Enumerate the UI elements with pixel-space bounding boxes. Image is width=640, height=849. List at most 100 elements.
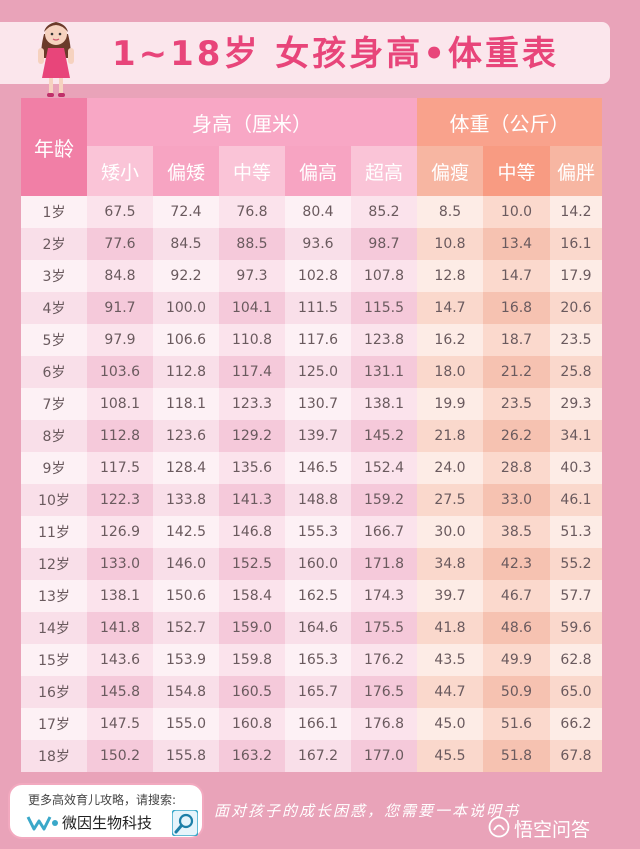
height-cell: 147.5 bbox=[87, 708, 153, 740]
height-cell: 150.2 bbox=[87, 740, 153, 772]
weight-cell: 21.2 bbox=[483, 356, 550, 388]
height-cell: 102.8 bbox=[285, 260, 351, 292]
weight-cell: 26.2 bbox=[483, 420, 550, 452]
weight-cell: 16.8 bbox=[483, 292, 550, 324]
weight-cell: 34.8 bbox=[417, 548, 483, 580]
height-cell: 112.8 bbox=[87, 420, 153, 452]
height-cell: 176.8 bbox=[351, 708, 417, 740]
table-row: 6岁 103.6 112.8 117.4 125.0 131.1 18.0 21.2 25.8 bbox=[21, 356, 602, 388]
age-cell: 16岁 bbox=[21, 676, 87, 708]
weight-cell: 10.0 bbox=[483, 196, 550, 228]
height-cell: 146.0 bbox=[153, 548, 219, 580]
search-icon[interactable] bbox=[172, 810, 198, 836]
height-cell: 177.0 bbox=[351, 740, 417, 772]
height-cell: 143.6 bbox=[87, 644, 153, 676]
weight-cell: 24.0 bbox=[417, 452, 483, 484]
weight-col-header: 偏胖 bbox=[550, 146, 602, 196]
weight-cell: 14.2 bbox=[550, 196, 602, 228]
height-cell: 106.6 bbox=[153, 324, 219, 356]
height-cell: 122.3 bbox=[87, 484, 153, 516]
height-cell: 162.5 bbox=[285, 580, 351, 612]
height-cell: 159.2 bbox=[351, 484, 417, 516]
height-cell: 175.5 bbox=[351, 612, 417, 644]
table-row: 15岁 143.6 153.9 159.8 165.3 176.2 43.5 49.9 62.8 bbox=[21, 644, 602, 676]
table-row: 9岁 117.5 128.4 135.6 146.5 152.4 24.0 28.8 40.3 bbox=[21, 452, 602, 484]
weight-cell: 34.1 bbox=[550, 420, 602, 452]
height-cell: 152.5 bbox=[219, 548, 285, 580]
weight-cell: 33.0 bbox=[483, 484, 550, 516]
height-cell: 67.5 bbox=[87, 196, 153, 228]
table-row: 13岁 138.1 150.6 158.4 162.5 174.3 39.7 46.7 57.7 bbox=[21, 580, 602, 612]
weight-cell: 49.9 bbox=[483, 644, 550, 676]
weight-cell: 67.8 bbox=[550, 740, 602, 772]
age-cell: 11岁 bbox=[21, 516, 87, 548]
height-cell: 139.7 bbox=[285, 420, 351, 452]
age-cell: 9岁 bbox=[21, 452, 87, 484]
height-cell: 97.3 bbox=[219, 260, 285, 292]
height-cell: 158.4 bbox=[219, 580, 285, 612]
height-cell: 117.4 bbox=[219, 356, 285, 388]
weight-cell: 43.5 bbox=[417, 644, 483, 676]
height-cell: 88.5 bbox=[219, 228, 285, 260]
table-row: 16岁 145.8 154.8 160.5 165.7 176.5 44.7 50.9 65.0 bbox=[21, 676, 602, 708]
weight-cell: 18.7 bbox=[483, 324, 550, 356]
height-cell: 146.8 bbox=[219, 516, 285, 548]
height-cell: 165.3 bbox=[285, 644, 351, 676]
weight-cell: 46.7 bbox=[483, 580, 550, 612]
height-cell: 125.0 bbox=[285, 356, 351, 388]
height-cell: 111.5 bbox=[285, 292, 351, 324]
height-cell: 77.6 bbox=[87, 228, 153, 260]
height-cell: 141.8 bbox=[87, 612, 153, 644]
weight-cell: 27.5 bbox=[417, 484, 483, 516]
height-cell: 165.7 bbox=[285, 676, 351, 708]
height-cell: 135.6 bbox=[219, 452, 285, 484]
height-cell: 110.8 bbox=[219, 324, 285, 356]
height-cell: 118.1 bbox=[153, 388, 219, 420]
height-col-header: 偏矮 bbox=[153, 146, 219, 196]
height-cell: 142.5 bbox=[153, 516, 219, 548]
age-cell: 7岁 bbox=[21, 388, 87, 420]
height-cell: 150.6 bbox=[153, 580, 219, 612]
age-cell: 1岁 bbox=[21, 196, 87, 228]
height-cell: 76.8 bbox=[219, 196, 285, 228]
height-cell: 126.9 bbox=[87, 516, 153, 548]
table-row: 12岁 133.0 146.0 152.5 160.0 171.8 34.8 42.3 55.2 bbox=[21, 548, 602, 580]
height-cell: 160.8 bbox=[219, 708, 285, 740]
height-cell: 160.5 bbox=[219, 676, 285, 708]
height-cell: 146.5 bbox=[285, 452, 351, 484]
weight-cell: 14.7 bbox=[417, 292, 483, 324]
weight-cell: 19.9 bbox=[417, 388, 483, 420]
age-column-header: 年龄 bbox=[21, 98, 87, 196]
height-cell: 148.8 bbox=[285, 484, 351, 516]
table-row: 3岁 84.8 92.2 97.3 102.8 107.8 12.8 14.7 17.9 bbox=[21, 260, 602, 292]
age-cell: 15岁 bbox=[21, 644, 87, 676]
height-group-header: 身高（厘米） bbox=[87, 98, 417, 146]
age-cell: 18岁 bbox=[21, 740, 87, 772]
height-cell: 92.2 bbox=[153, 260, 219, 292]
height-cell: 80.4 bbox=[285, 196, 351, 228]
height-cell: 152.4 bbox=[351, 452, 417, 484]
girl-illustration-icon bbox=[38, 22, 74, 97]
weight-cell: 45.0 bbox=[417, 708, 483, 740]
weight-cell: 10.8 bbox=[417, 228, 483, 260]
table-row: 5岁 97.9 106.6 110.8 117.6 123.8 16.2 18.7 23.5 bbox=[21, 324, 602, 356]
age-cell: 4岁 bbox=[21, 292, 87, 324]
slogan-text: 面对孩子的成长困惑，您需要一本说明书 bbox=[214, 802, 521, 820]
weight-cell: 66.2 bbox=[550, 708, 602, 740]
weight-cell: 8.5 bbox=[417, 196, 483, 228]
height-cell: 154.8 bbox=[153, 676, 219, 708]
height-cell: 103.6 bbox=[87, 356, 153, 388]
weight-cell: 51.8 bbox=[483, 740, 550, 772]
age-cell: 12岁 bbox=[21, 548, 87, 580]
watermark-text: 悟空问答 bbox=[514, 819, 591, 841]
weight-cell: 13.4 bbox=[483, 228, 550, 260]
table-row: 7岁 108.1 118.1 123.3 130.7 138.1 19.9 23.5 29.3 bbox=[21, 388, 602, 420]
height-cell: 141.3 bbox=[219, 484, 285, 516]
height-cell: 130.7 bbox=[285, 388, 351, 420]
search-promo-box: 更多高效育儿攻略，请搜索: 微因生物科技 bbox=[8, 783, 204, 839]
height-cell: 72.4 bbox=[153, 196, 219, 228]
height-cell: 163.2 bbox=[219, 740, 285, 772]
height-cell: 85.2 bbox=[351, 196, 417, 228]
weight-cell: 16.2 bbox=[417, 324, 483, 356]
height-cell: 166.1 bbox=[285, 708, 351, 740]
